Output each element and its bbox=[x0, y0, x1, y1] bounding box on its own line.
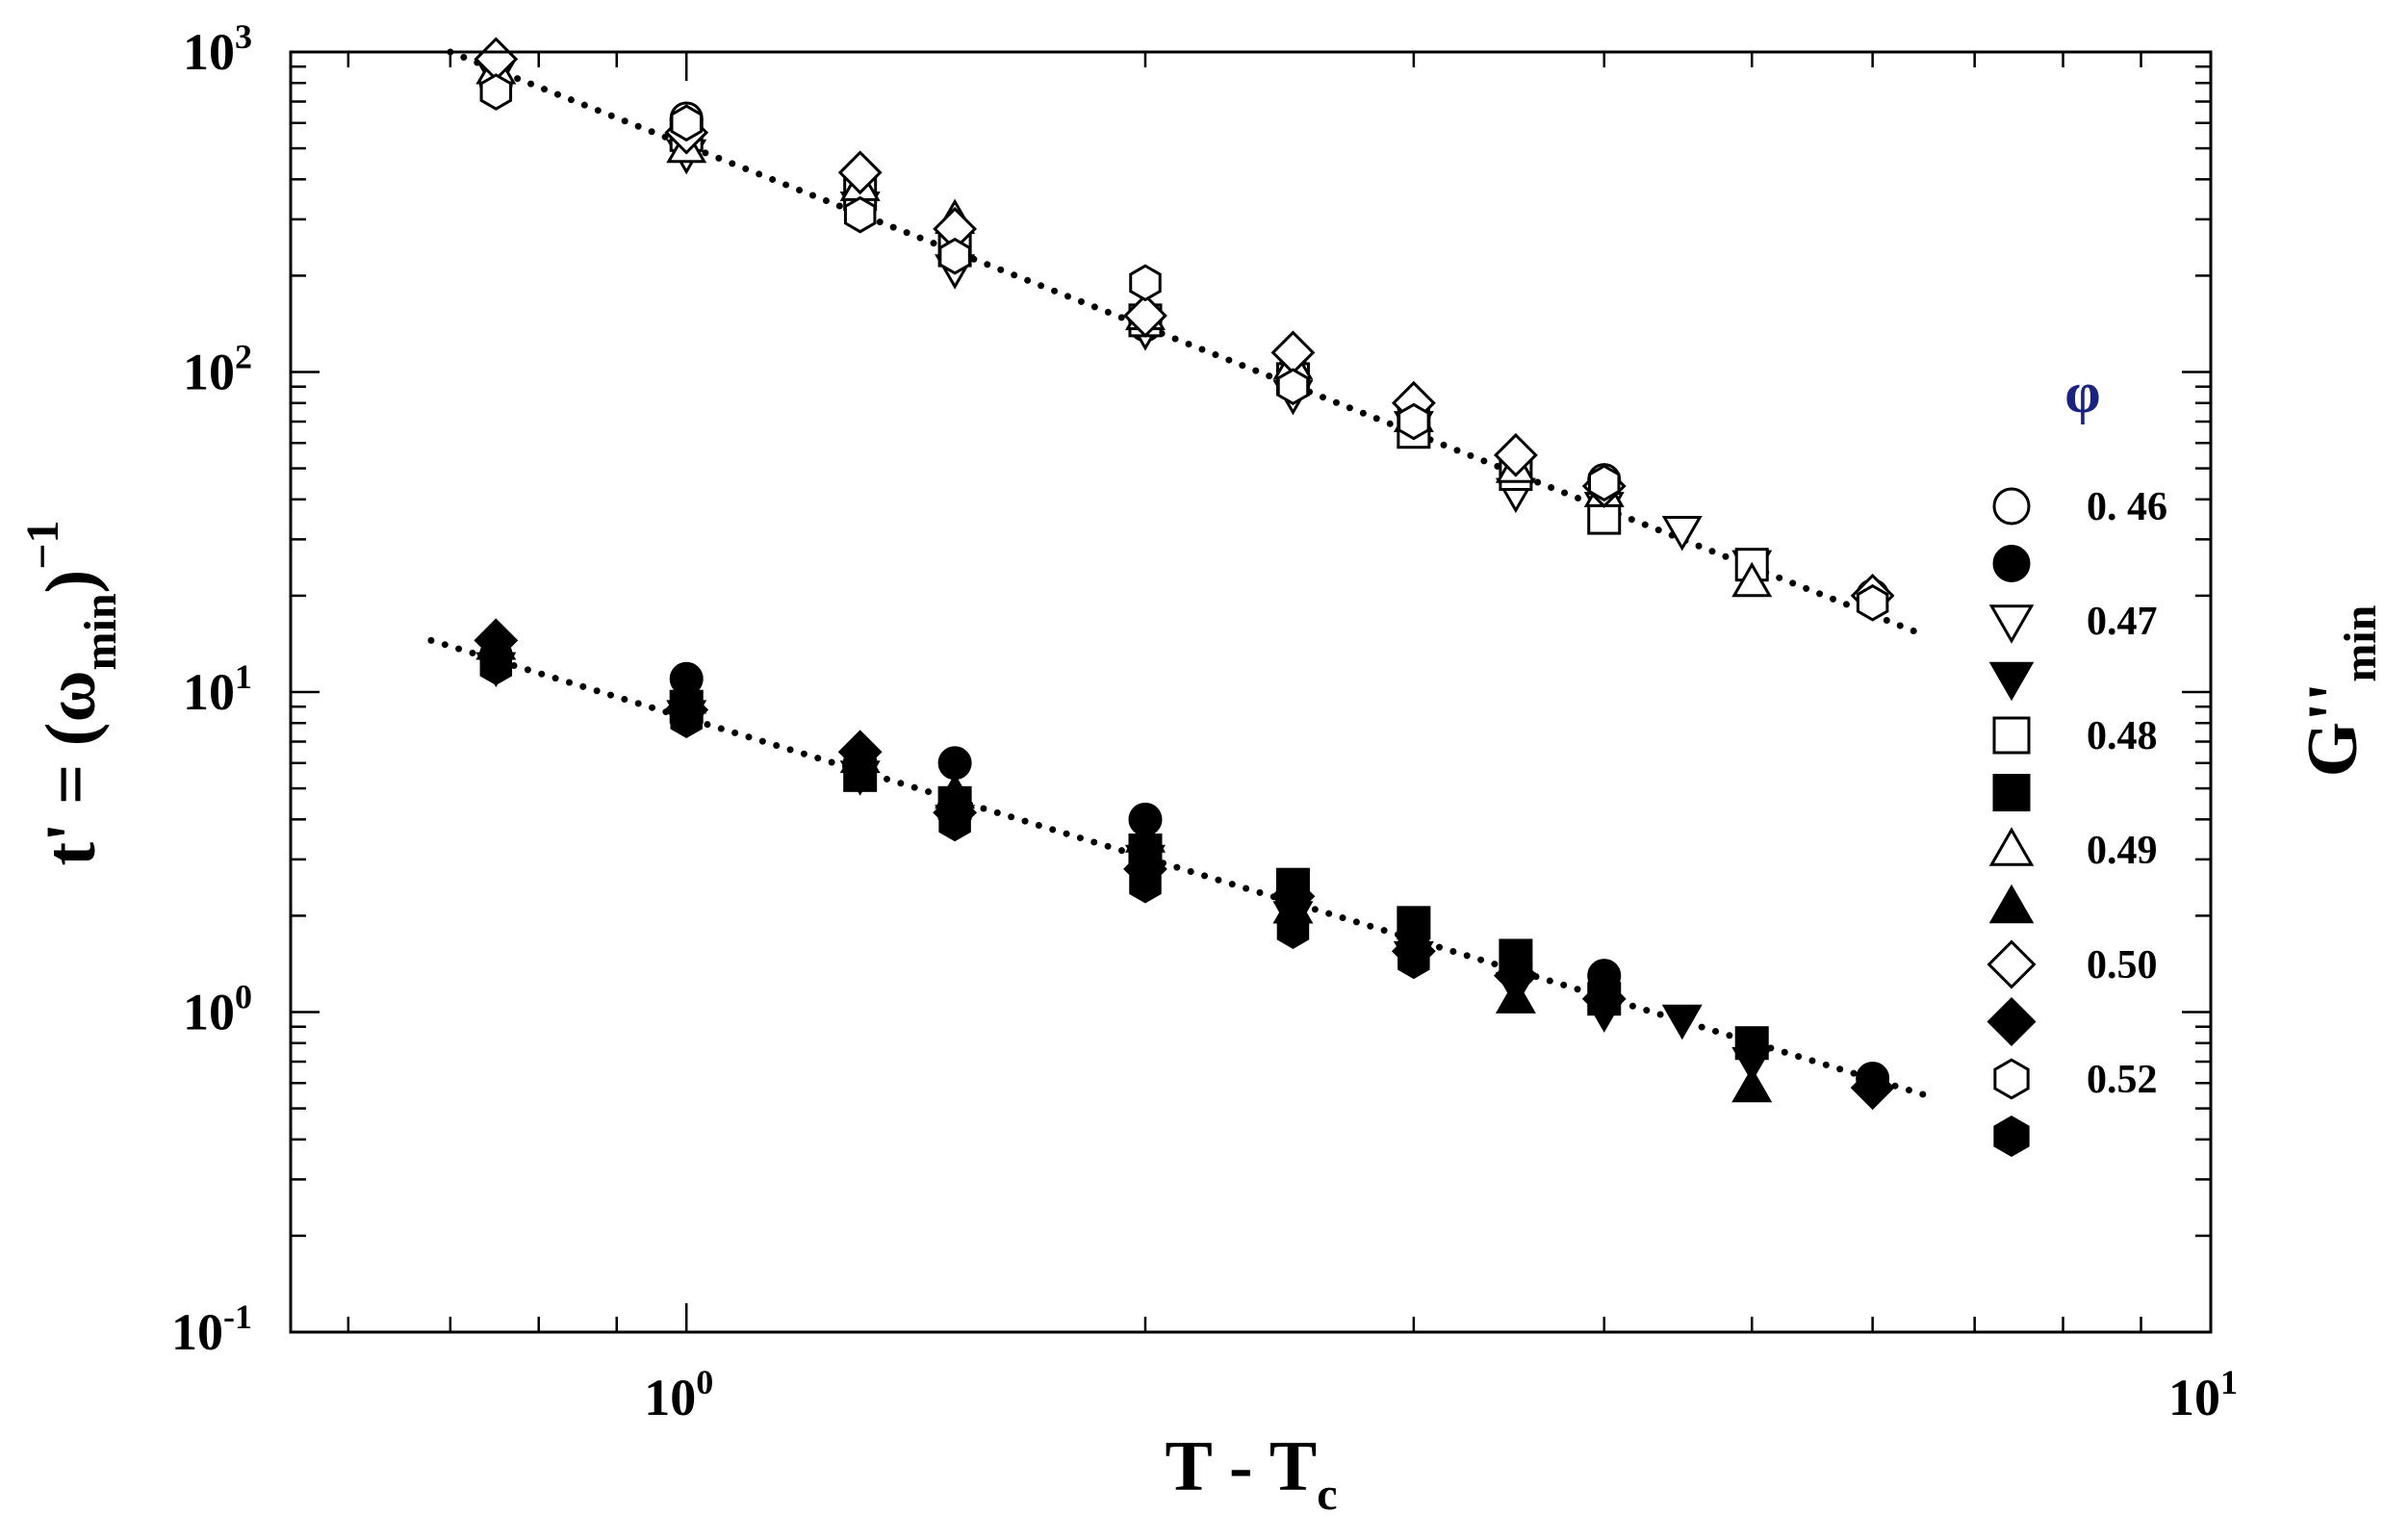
data-point bbox=[1397, 906, 1431, 940]
data-point bbox=[1734, 1026, 1769, 1061]
right-axis-label-sub: min bbox=[2335, 605, 2384, 682]
legend-marker-triangle-down-open bbox=[1988, 604, 2035, 644]
series-11-hexagon-filled bbox=[479, 648, 1889, 1102]
x-tick-label-base: 10 bbox=[2168, 1369, 2220, 1426]
y-axis-label: t' = (ωmin)−1 bbox=[17, 520, 126, 865]
legend-marker-circle-filled bbox=[1992, 545, 2031, 582]
right-axis-label: G''min bbox=[2294, 605, 2384, 778]
legend-title: φ bbox=[2064, 361, 2100, 424]
data-point bbox=[837, 150, 883, 195]
y-axis-label-sub: min bbox=[75, 593, 126, 670]
y-tick-label-exp: 0 bbox=[235, 978, 252, 1016]
legend-marker-diamond-open bbox=[1987, 939, 2037, 989]
legend-label: 0. 46 bbox=[2087, 485, 2167, 529]
data-point bbox=[1588, 962, 1621, 1000]
data-point bbox=[938, 804, 971, 842]
x-axis-label-sub: c bbox=[1317, 1469, 1337, 1520]
legend-label: 0.49 bbox=[2087, 829, 2158, 873]
y-tick-label-base: 10 bbox=[183, 984, 235, 1041]
series-10-hexagon-open bbox=[479, 73, 1889, 622]
data-point bbox=[1129, 865, 1162, 904]
data-point bbox=[1493, 432, 1538, 477]
y-tick-label-base: 10 bbox=[183, 23, 235, 81]
marker-layer bbox=[474, 37, 1895, 1111]
y-axis-label-post: ) bbox=[32, 570, 111, 594]
legend-marker-circle-open bbox=[1992, 487, 2031, 526]
x-tick-label-exp: 1 bbox=[2220, 1363, 2238, 1401]
data-point bbox=[1397, 941, 1430, 980]
legend-label: 0.50 bbox=[2087, 943, 2158, 988]
x-tick-labels: 100 101 bbox=[644, 1363, 2238, 1426]
data-point bbox=[479, 73, 513, 111]
y-tick-label-exp: 2 bbox=[235, 338, 252, 376]
legend-marker-hexagon-filled bbox=[1993, 1115, 2030, 1158]
fit-layer bbox=[427, 48, 1930, 1099]
legend: 0. 46 0.47 0.48 0.49 0.50 0.52 bbox=[1987, 485, 2167, 1158]
data-point bbox=[1731, 1066, 1773, 1103]
legend-marker-triangle-down-filled bbox=[1988, 661, 2035, 702]
y-tick-label: 100 bbox=[183, 978, 252, 1041]
data-point bbox=[1856, 583, 1889, 622]
x-tick-label: 101 bbox=[2168, 1363, 2238, 1426]
data-point bbox=[843, 749, 877, 786]
y-tick-label-exp: 1 bbox=[235, 657, 252, 696]
data-point bbox=[474, 37, 519, 82]
data-point bbox=[1493, 953, 1538, 998]
x-tick-label: 100 bbox=[644, 1363, 713, 1426]
y-axis-label-pre: t' = (ω bbox=[32, 670, 111, 865]
data-point bbox=[1129, 264, 1162, 302]
y-tick-label-base: 10 bbox=[183, 344, 235, 401]
y-axis-label-sup: −1 bbox=[17, 520, 68, 569]
data-point bbox=[670, 701, 703, 738]
y-tick-label-exp: 3 bbox=[235, 17, 252, 56]
data-point bbox=[670, 104, 703, 142]
data-point bbox=[1661, 515, 1703, 552]
legend-marker-triangle-up-open bbox=[1988, 827, 2035, 866]
y-tick-label-base: 10 bbox=[183, 663, 235, 721]
legend-marker-square-open bbox=[1992, 716, 2031, 755]
legend-label: 0.52 bbox=[2087, 1058, 2158, 1102]
fit-line bbox=[447, 48, 1930, 639]
data-point bbox=[938, 237, 971, 275]
legend-marker-diamond-filled bbox=[1987, 996, 2037, 1047]
data-point bbox=[1588, 464, 1621, 502]
legend-label: 0.47 bbox=[2087, 600, 2158, 644]
y-tick-label-exp: -1 bbox=[223, 1297, 252, 1336]
legend-label: 0.48 bbox=[2087, 714, 2158, 758]
legend-marker-square-filled bbox=[1992, 774, 2031, 811]
y-tick-label-base: 10 bbox=[171, 1303, 223, 1361]
data-point bbox=[1856, 1064, 1889, 1102]
y-tick-label: 101 bbox=[183, 657, 252, 721]
right-axis-label-main: G'' bbox=[2294, 682, 2372, 778]
x-axis-label: T - Tc bbox=[1166, 1427, 1338, 1520]
legend-marker-triangle-up-filled bbox=[1988, 884, 2035, 924]
series-4-square-open bbox=[669, 117, 1769, 582]
data-point bbox=[1123, 294, 1167, 338]
data-point bbox=[1661, 1004, 1703, 1040]
x-axis-label-main: T - T bbox=[1166, 1427, 1318, 1506]
fit-line bbox=[427, 636, 1930, 1099]
legend-marker-hexagon-open bbox=[1993, 1058, 2030, 1100]
y-tick-label: 102 bbox=[183, 338, 252, 401]
tick-layer bbox=[291, 50, 2213, 1334]
x-tick-label-base: 10 bbox=[644, 1369, 696, 1426]
data-point bbox=[1276, 368, 1310, 406]
data-point bbox=[1276, 911, 1310, 949]
plot-frame bbox=[289, 50, 2213, 1334]
data-point bbox=[843, 195, 877, 234]
x-tick-label-exp: 0 bbox=[696, 1363, 713, 1401]
y-tick-label: 103 bbox=[183, 17, 252, 81]
data-point bbox=[479, 648, 513, 686]
data-point bbox=[1397, 402, 1430, 441]
y-tick-label: 10-1 bbox=[171, 1297, 252, 1361]
data-point bbox=[1731, 561, 1773, 598]
